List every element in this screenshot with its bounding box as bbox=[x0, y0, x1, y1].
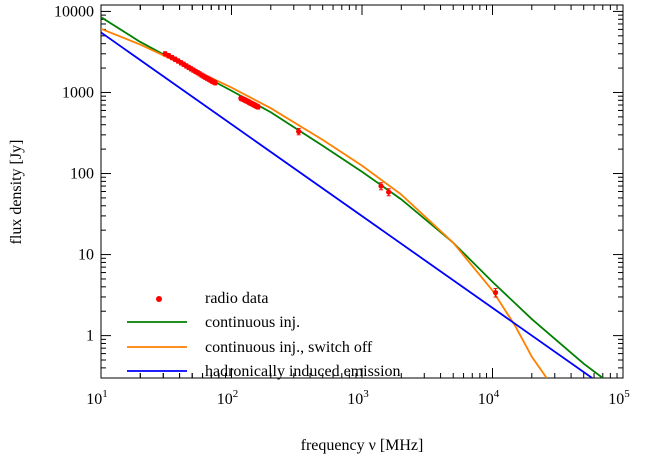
y-tick-label: 1 bbox=[86, 328, 94, 345]
y-tick-label: 1000 bbox=[62, 84, 94, 101]
x-tick-label: 103 bbox=[347, 388, 369, 408]
y-axis-tick-labels: 1 10 100 1000 10000 bbox=[54, 3, 94, 344]
y-tick-label: 100 bbox=[70, 166, 94, 183]
data-point bbox=[212, 80, 218, 86]
series-line bbox=[101, 16, 604, 378]
data-point bbox=[255, 104, 261, 110]
data-point bbox=[386, 189, 392, 195]
y-tick-label: 10000 bbox=[54, 3, 94, 20]
legend-label: radio data bbox=[205, 290, 269, 307]
curves bbox=[101, 16, 604, 378]
x-axis-ticks bbox=[100, 5, 624, 378]
y-tick-label: 10 bbox=[78, 247, 94, 264]
data-point bbox=[492, 289, 499, 296]
x-tick-label: 102 bbox=[217, 388, 239, 408]
x-axis-label: frequency ν [MHz] bbox=[301, 437, 424, 454]
series-line bbox=[101, 31, 593, 378]
x-axis-tick-labels: 101 102 103 104 105 bbox=[86, 388, 630, 408]
legend-label: continuous inj. bbox=[205, 314, 300, 331]
legend-marker bbox=[156, 296, 162, 302]
data-point bbox=[378, 183, 384, 189]
data-point bbox=[296, 128, 302, 135]
legend-label: continuous inj., switch off bbox=[205, 339, 373, 356]
x-tick-label: 105 bbox=[608, 388, 630, 408]
y-axis-label: flux density [Jy] bbox=[8, 140, 25, 245]
y-axis-ticks bbox=[101, 10, 623, 379]
x-tick-label: 101 bbox=[86, 388, 108, 408]
legend: radio data continuous inj. continuous inj.… bbox=[127, 290, 401, 380]
data-points bbox=[162, 51, 499, 298]
x-tick-label: 104 bbox=[478, 388, 500, 408]
series-line bbox=[101, 27, 548, 378]
legend-label: hadronically induced emission bbox=[205, 363, 401, 380]
